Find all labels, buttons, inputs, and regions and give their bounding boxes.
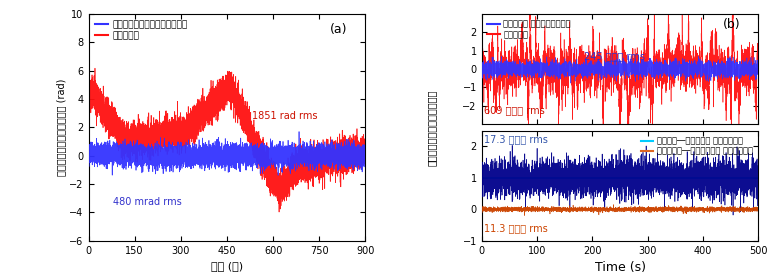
Text: 609 アト秒 rms: 609 アト秒 rms	[484, 105, 545, 115]
Text: 245 アト秒 rms: 245 アト秒 rms	[584, 51, 645, 61]
Y-axis label: キャリアエンベロープ位相 (rad): キャリアエンベロープ位相 (rad)	[56, 79, 66, 176]
Text: (a): (a)	[330, 23, 346, 36]
Legend: キャリアエンベープ位相安定化, フリーラン: キャリアエンベープ位相安定化, フリーラン	[93, 18, 189, 42]
Text: 1851 rad rms: 1851 rad rms	[252, 111, 317, 121]
Legend: ポンプ光―シグナル光 遅延路安定化, シグナル光―アイドラー光 遅延路安定化: ポンプ光―シグナル光 遅延路安定化, シグナル光―アイドラー光 遅延路安定化	[639, 135, 755, 157]
X-axis label: Time (s): Time (s)	[594, 261, 645, 274]
X-axis label: 時間 (秒): 時間 (秒)	[211, 261, 243, 271]
Text: 17.3 アト秒 rms: 17.3 アト秒 rms	[484, 134, 548, 144]
Text: 相対時間遅延（フェムト秒）: 相対時間遅延（フェムト秒）	[427, 89, 437, 165]
Text: 11.3 アト秒 rms: 11.3 アト秒 rms	[484, 223, 548, 233]
Legend: シグナル光 発生時間差安定化, フリーラン: シグナル光 発生時間差安定化, フリーラン	[486, 18, 573, 41]
Text: 480 mrad rms: 480 mrad rms	[113, 197, 182, 207]
Text: (b): (b)	[722, 18, 740, 31]
